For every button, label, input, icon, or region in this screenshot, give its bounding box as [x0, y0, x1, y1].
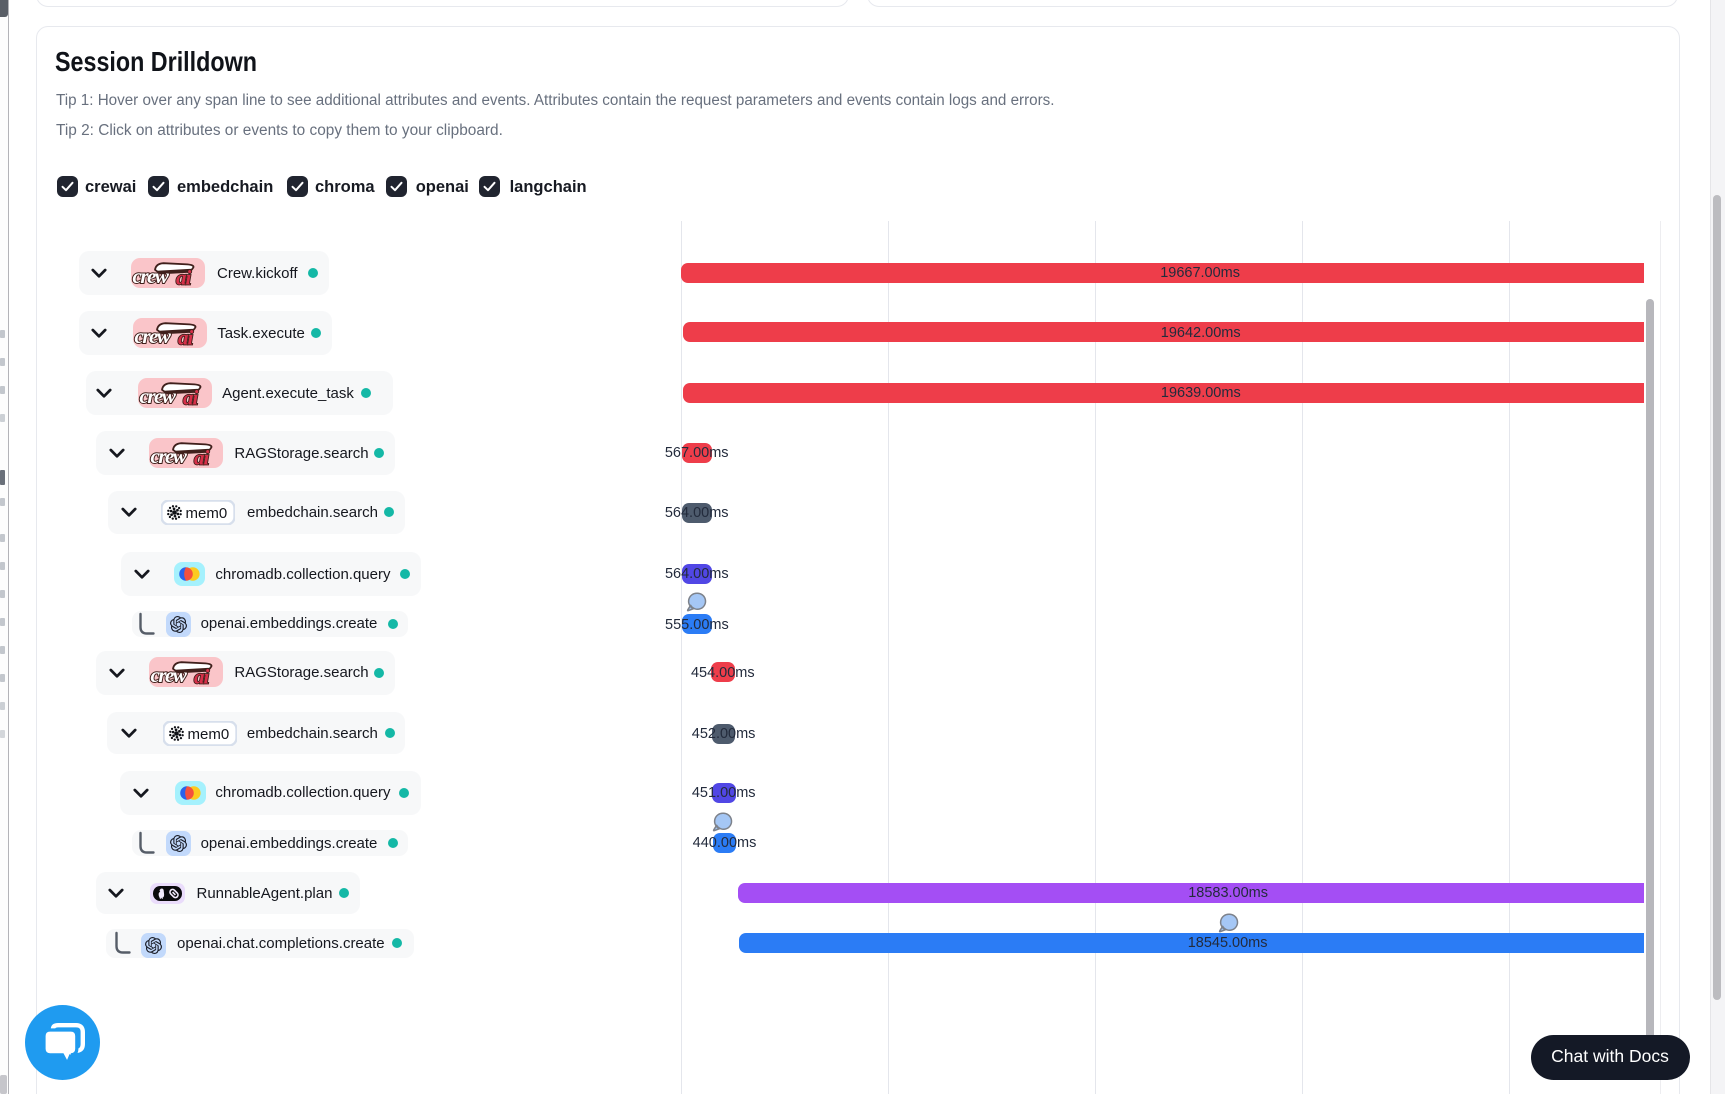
svg-text:ai: ai: [176, 266, 192, 289]
svg-text:ai: ai: [178, 326, 194, 349]
svg-text:crew: crew: [133, 264, 170, 288]
svg-text:crew: crew: [151, 444, 188, 468]
svg-text:crew: crew: [134, 324, 171, 348]
svg-text:mem0: mem0: [186, 505, 228, 522]
svg-text:crew: crew: [140, 384, 177, 408]
svg-text:ai: ai: [194, 446, 210, 469]
svg-text:ai: ai: [183, 386, 199, 409]
svg-text:mem0: mem0: [187, 726, 229, 743]
svg-text:crew: crew: [151, 663, 188, 687]
svg-text:ai: ai: [194, 665, 210, 688]
